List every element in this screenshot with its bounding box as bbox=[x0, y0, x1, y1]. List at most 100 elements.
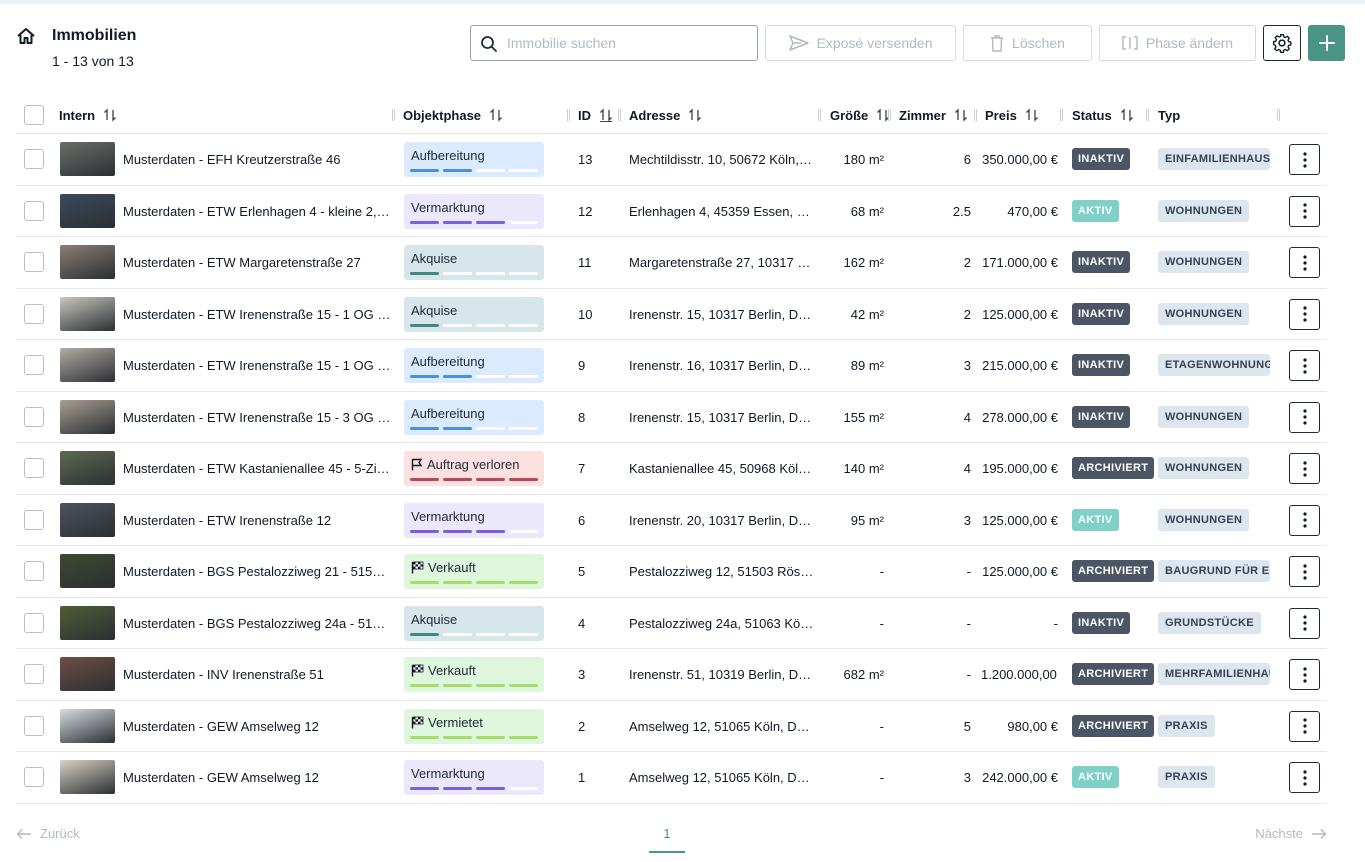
property-name[interactable]: Musterdaten - ETW Irenenstraße 15 - 3 OG… bbox=[123, 409, 391, 425]
sort-icon[interactable] bbox=[1025, 108, 1039, 122]
row-checkbox[interactable] bbox=[24, 509, 44, 530]
table-row[interactable]: Musterdaten - ETW Irenenstraße 15 - 3 OG… bbox=[16, 392, 1327, 443]
column-header-price[interactable]: Preis bbox=[985, 96, 1039, 134]
property-thumbnail[interactable] bbox=[60, 142, 115, 176]
row-menu-button[interactable] bbox=[1289, 247, 1320, 278]
column-resize-handle[interactable] bbox=[1277, 109, 1280, 121]
sort-icon[interactable] bbox=[1120, 108, 1134, 122]
row-menu-button[interactable] bbox=[1289, 556, 1320, 587]
home-icon[interactable] bbox=[16, 26, 36, 46]
row-checkbox[interactable] bbox=[24, 612, 44, 633]
property-name[interactable]: Musterdaten - ETW Irenenstraße 15 - 1 OG… bbox=[123, 358, 391, 373]
sort-icon[interactable] bbox=[489, 108, 503, 122]
table-row[interactable]: Musterdaten - GEW Amselweg 12 Vermietet 2 A… bbox=[16, 701, 1327, 752]
next-page-button[interactable]: Nächste bbox=[1255, 826, 1327, 841]
row-menu-button[interactable] bbox=[1289, 401, 1320, 433]
row-checkbox[interactable] bbox=[24, 406, 44, 427]
property-thumbnail[interactable] bbox=[60, 708, 115, 743]
row-checkbox[interactable] bbox=[24, 200, 44, 221]
table-row[interactable]: Musterdaten - ETW Erlenhagen 4 - kleine … bbox=[16, 186, 1327, 237]
row-menu-button[interactable] bbox=[1289, 762, 1320, 793]
phase-badge[interactable]: Aufbereitung bbox=[404, 399, 544, 435]
previous-page-button[interactable]: Zurück bbox=[16, 826, 80, 841]
property-thumbnail[interactable] bbox=[60, 657, 115, 691]
phase-badge[interactable]: Akquise bbox=[404, 296, 544, 332]
phase-badge[interactable]: Aufbereitung bbox=[404, 348, 544, 383]
property-name[interactable]: Musterdaten - BGS Pestalozziweg 21 - 515… bbox=[123, 564, 391, 579]
page-number-current[interactable]: 1 bbox=[649, 820, 685, 853]
row-checkbox[interactable] bbox=[24, 149, 44, 169]
row-checkbox[interactable] bbox=[24, 252, 44, 272]
row-menu-button[interactable] bbox=[1289, 659, 1320, 690]
column-resize-handle[interactable] bbox=[1060, 109, 1063, 121]
row-checkbox[interactable] bbox=[24, 561, 44, 581]
property-name[interactable]: Musterdaten - ETW Kastanienallee 45 - 5-… bbox=[123, 461, 391, 476]
phase-badge[interactable]: Vermarktung bbox=[404, 760, 544, 795]
property-thumbnail[interactable] bbox=[60, 399, 115, 434]
row-checkbox[interactable] bbox=[24, 767, 44, 787]
phase-badge[interactable]: Akquise bbox=[404, 245, 544, 280]
row-menu-button[interactable] bbox=[1289, 710, 1320, 742]
property-name[interactable]: Musterdaten - EFH Kreutzerstraße 46 bbox=[123, 152, 341, 167]
table-row[interactable]: Musterdaten - INV Irenenstraße 51 Verkauf… bbox=[16, 649, 1327, 701]
phase-badge[interactable]: Aufbereitung bbox=[404, 142, 544, 177]
phase-badge[interactable]: Auftrag verloren bbox=[404, 451, 544, 486]
send-expose-button[interactable]: Exposé versenden bbox=[765, 25, 956, 61]
table-row[interactable]: Musterdaten - ETW Kastanienallee 45 - 5-… bbox=[16, 443, 1327, 495]
column-header-phase[interactable]: Objektphase bbox=[403, 96, 503, 134]
row-menu-button[interactable] bbox=[1289, 144, 1320, 175]
phase-badge[interactable]: Verkauft bbox=[404, 657, 544, 692]
property-name[interactable]: Musterdaten - ETW Erlenhagen 4 - kleine … bbox=[123, 203, 391, 219]
delete-button[interactable]: Löschen bbox=[963, 25, 1092, 61]
property-name[interactable]: Musterdaten - GEW Amselweg 12 bbox=[123, 770, 319, 785]
row-menu-button[interactable] bbox=[1289, 504, 1320, 536]
property-thumbnail[interactable] bbox=[60, 245, 115, 279]
property-name[interactable]: Musterdaten - ETW Irenenstraße 15 - 1 OG… bbox=[123, 306, 391, 322]
column-resize-handle[interactable] bbox=[818, 109, 821, 121]
table-row[interactable]: Musterdaten - BGS Pestalozziweg 24a - 51… bbox=[16, 598, 1327, 649]
column-resize-handle[interactable] bbox=[974, 109, 977, 121]
column-header-intern[interactable]: Intern bbox=[59, 96, 117, 134]
column-header-typ[interactable]: Typ bbox=[1158, 96, 1180, 134]
phase-badge[interactable]: Verkauft bbox=[404, 554, 544, 589]
column-resize-handle[interactable] bbox=[392, 109, 395, 121]
change-phase-button[interactable]: Phase ändern bbox=[1099, 25, 1256, 61]
phase-badge[interactable]: Akquise bbox=[404, 605, 544, 641]
property-thumbnail[interactable] bbox=[60, 296, 115, 331]
column-resize-handle[interactable] bbox=[1146, 109, 1149, 121]
table-row[interactable]: Musterdaten - ETW Irenenstraße 15 - 1 OG… bbox=[16, 289, 1327, 340]
column-header-address[interactable]: Adresse bbox=[629, 96, 702, 134]
column-header-rooms[interactable]: Zimmer bbox=[899, 96, 968, 134]
property-name[interactable]: Musterdaten - BGS Pestalozziweg 24a - 51… bbox=[123, 615, 391, 631]
phase-badge[interactable]: Vermarktung bbox=[404, 193, 544, 229]
column-header-size[interactable]: Größe bbox=[830, 96, 890, 134]
row-checkbox[interactable] bbox=[24, 303, 44, 324]
property-thumbnail[interactable] bbox=[60, 193, 115, 228]
settings-button[interactable] bbox=[1263, 25, 1301, 61]
property-thumbnail[interactable] bbox=[60, 554, 115, 588]
table-row[interactable]: Musterdaten - BGS Pestalozziweg 21 - 515… bbox=[16, 546, 1327, 598]
column-header-id[interactable]: ID bbox=[578, 96, 613, 134]
row-menu-button[interactable] bbox=[1289, 298, 1320, 330]
row-menu-button[interactable] bbox=[1289, 607, 1320, 639]
sort-icon[interactable] bbox=[103, 108, 117, 122]
search-box[interactable] bbox=[470, 25, 758, 61]
column-header-status[interactable]: Status bbox=[1072, 96, 1134, 134]
sort-icon[interactable] bbox=[876, 108, 890, 122]
select-all-checkbox[interactable] bbox=[24, 105, 44, 125]
property-name[interactable]: Musterdaten - GEW Amselweg 12 bbox=[123, 718, 319, 734]
row-checkbox[interactable] bbox=[24, 355, 44, 375]
property-name[interactable]: Musterdaten - ETW Margaretenstraße 27 bbox=[123, 255, 361, 270]
property-thumbnail[interactable] bbox=[60, 502, 115, 537]
add-property-button[interactable] bbox=[1308, 25, 1345, 61]
table-row[interactable]: Musterdaten - ETW Irenenstraße 15 - 1 OG… bbox=[16, 340, 1327, 392]
sort-active-icon[interactable] bbox=[599, 108, 613, 122]
row-menu-button[interactable] bbox=[1289, 453, 1320, 484]
row-checkbox[interactable] bbox=[24, 458, 44, 478]
phase-badge[interactable]: Vermarktung bbox=[404, 502, 544, 538]
table-row[interactable]: Musterdaten - EFH Kreutzerstraße 46 Aufbe… bbox=[16, 134, 1327, 186]
property-thumbnail[interactable] bbox=[60, 605, 115, 640]
table-row[interactable]: Musterdaten - ETW Irenenstraße 12 Vermark… bbox=[16, 495, 1327, 546]
sort-icon[interactable] bbox=[688, 108, 702, 122]
phase-badge[interactable]: Vermietet bbox=[404, 708, 544, 744]
